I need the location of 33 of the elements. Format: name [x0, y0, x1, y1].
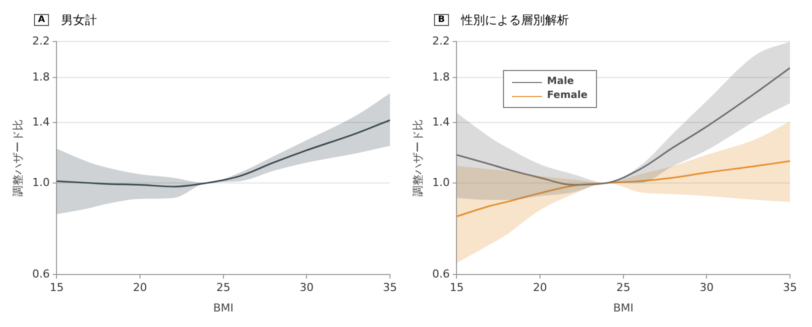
legend-label: Male	[547, 75, 574, 89]
x-tick-label: 25	[216, 281, 230, 294]
x-tick-label: 35	[783, 281, 797, 294]
y-tick-label: 1.0	[432, 176, 450, 189]
y-tick-label: 1.4	[432, 116, 450, 129]
chart-title: 性別による層別解析	[460, 12, 569, 28]
text: B	[434, 14, 449, 26]
y-tick-label: 0.6	[32, 267, 50, 280]
y-tick-label: 1.8	[432, 70, 450, 84]
line-series	[56, 119, 390, 188]
y-axis-title: 調整ハザード比	[11, 120, 24, 197]
x-axis-title: BMI	[213, 301, 234, 314]
y-tick-label: 1.0	[32, 176, 50, 189]
x-tick-label: 35	[383, 281, 397, 294]
text: A	[34, 14, 49, 26]
y-tick-label: 1.4	[32, 116, 50, 129]
x-tick-label: 20	[533, 281, 548, 294]
legend-label: Female	[547, 89, 588, 103]
y-axis-title: 調整ハザード比	[411, 120, 424, 197]
x-tick-label: 25	[616, 281, 630, 294]
line-series	[456, 160, 790, 218]
x-tick-label: 20	[133, 281, 148, 294]
y-tick-label: 0.6	[432, 267, 450, 280]
x-tick-label: 30	[700, 281, 714, 294]
x-tick-label: 15	[450, 281, 464, 294]
chart-title: 男女計	[60, 12, 97, 28]
x-axis-title: BMI	[613, 301, 634, 314]
x-tick-label: 15	[50, 281, 64, 294]
x-tick-label: 30	[300, 281, 314, 294]
y-tick-label: 2.2	[32, 34, 50, 48]
y-tick-label: 1.8	[32, 70, 50, 84]
line-series	[456, 67, 790, 186]
y-tick-label: 2.2	[432, 34, 450, 48]
